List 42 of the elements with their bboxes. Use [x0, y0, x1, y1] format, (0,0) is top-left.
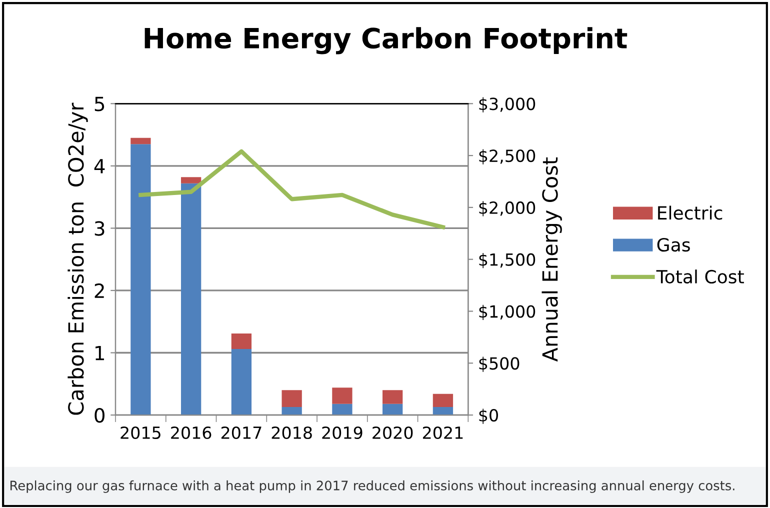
bar — [130, 144, 151, 416]
x-tick-label: 2020 — [372, 426, 413, 440]
legend-label: Gas — [657, 238, 690, 252]
legend-label: Total Cost — [656, 270, 744, 284]
chart-title: Home Energy Carbon Footprint — [144, 27, 628, 54]
bar — [332, 404, 352, 416]
bar — [382, 390, 403, 404]
y2-tick-label: $2,500 — [479, 149, 536, 164]
y-axis-title: Carbon Emission ton CO2e/yr — [68, 102, 88, 415]
y2-tick-label: $500 — [479, 356, 520, 372]
y2-tick-label: $2,000 — [479, 201, 536, 216]
bar — [282, 406, 302, 416]
x-tick-label: 2019 — [322, 426, 362, 440]
y2-tick-label: $1,500 — [479, 253, 536, 268]
x-tick-label: 2015 — [120, 426, 160, 440]
bar — [432, 394, 454, 407]
bar — [231, 349, 252, 416]
bar — [231, 333, 252, 350]
y-tick-label: 5 — [94, 96, 104, 112]
bar — [130, 138, 151, 144]
y-tick-label: 1 — [96, 346, 104, 360]
y2-axis-title: Annual Energy Cost — [542, 157, 562, 362]
bar — [282, 390, 302, 407]
text: Replacing our gas furnace with a heat pump in 2017 reduced emissions without increasing annual energy costs. — [10, 480, 734, 493]
y2-tick-label: $0 — [479, 408, 498, 424]
x-tick-label: 2016 — [171, 426, 212, 440]
line-series — [138, 149, 446, 230]
bar — [180, 177, 202, 184]
bar — [382, 404, 403, 416]
y-tick-label: 0 — [94, 408, 104, 423]
bar — [180, 183, 202, 416]
y-tick-label: 3 — [94, 221, 104, 236]
x-tick-label: 2017 — [221, 426, 262, 440]
y-tick-label: 2 — [94, 283, 104, 298]
bar — [432, 406, 454, 416]
legend-label: Electric — [658, 206, 722, 220]
bar — [332, 388, 352, 404]
y2-tick-label: $1,000 — [479, 304, 536, 320]
y-tick-label: 4 — [94, 159, 105, 174]
y2-tick-label: $3,000 — [479, 97, 536, 112]
x-tick-label: 2018 — [272, 426, 312, 440]
x-tick-label: 2021 — [422, 426, 463, 440]
